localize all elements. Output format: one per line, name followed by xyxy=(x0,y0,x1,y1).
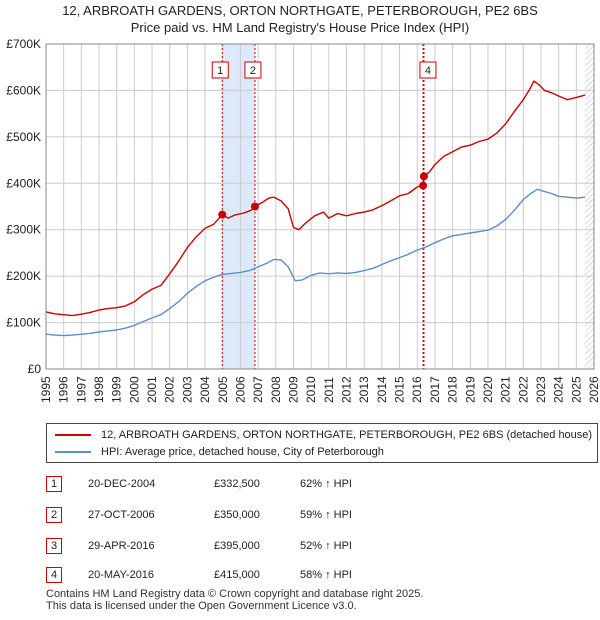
x-tick-label: 2007 xyxy=(251,376,265,403)
transaction-number: 4 xyxy=(46,567,62,583)
y-tick-label: £500K xyxy=(6,130,41,144)
x-tick-label: 1996 xyxy=(57,376,71,403)
sale-marker-label: 2 xyxy=(250,65,256,77)
x-tick-label: 2011 xyxy=(322,377,336,403)
sale-point xyxy=(419,181,428,190)
chart-title: 12, ARBROATH GARDENS, ORTON NORTHGATE, P… xyxy=(62,3,538,18)
y-tick-label: £700K xyxy=(6,37,41,51)
x-tick-label: 2008 xyxy=(269,376,283,403)
transaction-price: £350,000 xyxy=(214,509,260,521)
transaction-price: £395,000 xyxy=(214,540,260,552)
sale-point xyxy=(250,202,259,211)
hpi-line xyxy=(45,188,586,337)
sale-marker-label: 4 xyxy=(425,65,431,77)
x-tick-label: 2024 xyxy=(552,376,566,403)
sale-point xyxy=(218,210,227,219)
sale-marker-box xyxy=(244,61,262,79)
x-tick-label: 2006 xyxy=(233,376,247,403)
footer: Contains HM Land Registry data © Crown c… xyxy=(46,588,423,612)
property-price-line xyxy=(45,80,586,317)
x-tick-label: 2003 xyxy=(180,376,194,403)
sale-point xyxy=(419,172,428,181)
x-tick-label: 2017 xyxy=(428,376,442,403)
transaction-number: 1 xyxy=(46,476,62,492)
x-tick-label: 2000 xyxy=(127,376,141,403)
x-tick-label: 2018 xyxy=(446,376,460,403)
x-tick-label: 2014 xyxy=(375,376,389,403)
legend-swatch-red xyxy=(55,434,91,436)
x-tick-label: 2009 xyxy=(286,376,300,403)
legend-item-property: 12, ARBROATH GARDENS, ORTON NORTHGATE, P… xyxy=(55,427,592,443)
transaction-price: £332,500 xyxy=(214,478,260,490)
transaction-hpi-change: 58% ↑ HPI xyxy=(300,569,352,581)
legend-label-hpi: HPI: Average price, detached house, City… xyxy=(101,446,384,458)
forecast-hatch xyxy=(585,44,594,369)
y-tick-label: £0 xyxy=(28,362,42,376)
y-tick-label: £200K xyxy=(6,269,41,283)
transaction-number: 2 xyxy=(46,507,62,523)
sale-marker-box xyxy=(211,61,229,79)
transaction-number: 3 xyxy=(46,538,62,554)
transaction-date: 27-OCT-2006 xyxy=(88,509,155,521)
y-tick-label: £600K xyxy=(6,83,41,97)
x-tick-label: 2019 xyxy=(463,376,477,403)
highlight-region xyxy=(222,44,255,369)
transaction-hpi-change: 62% ↑ HPI xyxy=(300,478,352,490)
sale-marker-box xyxy=(419,61,437,79)
x-tick-label: 2025 xyxy=(569,376,583,403)
footer-copyright: Contains HM Land Registry data © Crown c… xyxy=(46,588,424,600)
x-tick-label: 2016 xyxy=(410,376,424,403)
plot-area xyxy=(46,44,594,369)
footer-licence: This data is licensed under the Open Gov… xyxy=(46,600,357,612)
x-tick-label: 1999 xyxy=(110,376,124,403)
legend-label-property: 12, ARBROATH GARDENS, ORTON NORTHGATE, P… xyxy=(101,429,593,441)
x-tick-label: 1998 xyxy=(92,376,106,403)
x-tick-label: 2022 xyxy=(516,376,530,403)
x-tick-label: 2012 xyxy=(340,376,354,403)
plot-frame xyxy=(45,43,595,370)
transaction-date: 20-DEC-2004 xyxy=(88,478,156,490)
x-tick-label: 2004 xyxy=(198,376,212,403)
transaction-date: 29-APR-2016 xyxy=(88,540,155,552)
x-tick-label: 2015 xyxy=(393,376,407,403)
y-tick-label: £100K xyxy=(6,316,41,330)
x-tick-label: 2023 xyxy=(534,376,548,403)
x-tick-label: 2002 xyxy=(163,376,177,403)
x-tick-label: 2013 xyxy=(357,376,371,403)
transaction-price: £415,000 xyxy=(214,569,260,581)
x-tick-label: 1995 xyxy=(39,376,53,403)
x-tick-label: 1997 xyxy=(74,376,88,403)
x-tick-label: 2001 xyxy=(145,376,159,403)
transaction-hpi-change: 59% ↑ HPI xyxy=(300,509,352,521)
y-tick-label: £400K xyxy=(6,176,41,190)
x-tick-label: 2026 xyxy=(587,376,600,403)
legend: 12, ARBROATH GARDENS, ORTON NORTHGATE, P… xyxy=(46,423,598,463)
chart-subtitle: Price paid vs. HM Land Registry's House … xyxy=(130,20,470,35)
transaction-hpi-change: 52% ↑ HPI xyxy=(300,540,352,552)
price-chart: £0 £100K £200K £300K £400K £500K £600K £700K 199… xyxy=(6,37,600,403)
sale-marker-label: 1 xyxy=(217,65,223,77)
legend-item-hpi: HPI: Average price, detached house, City… xyxy=(55,444,384,460)
x-tick-label: 2010 xyxy=(304,376,318,403)
x-tick-label: 2020 xyxy=(481,376,495,403)
x-tick-label: 2005 xyxy=(216,376,230,403)
transaction-date: 20-MAY-2016 xyxy=(88,569,155,581)
x-tick-label: 2021 xyxy=(499,376,513,403)
y-tick-label: £300K xyxy=(6,223,41,237)
legend-swatch-blue xyxy=(55,451,91,453)
